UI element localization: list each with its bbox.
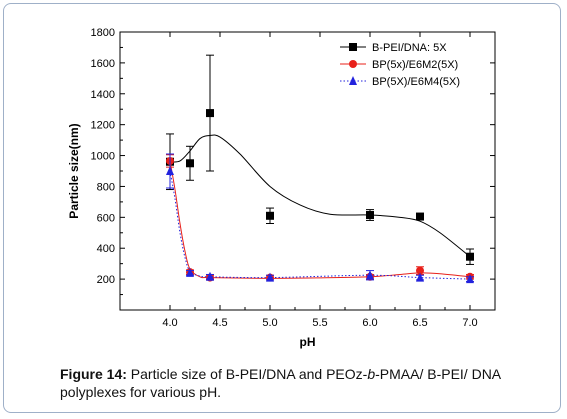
legend-marker-1 [349, 60, 357, 68]
caption-italic-b: b [367, 366, 376, 382]
series-1-point-5 [416, 266, 424, 275]
series-0-point-5 [416, 212, 424, 221]
x-tick-label-2: 5.0 [262, 317, 277, 329]
series-0-point-1 [186, 159, 194, 168]
y-tick-label-3: 800 [97, 181, 115, 193]
x-tick-label-3: 5.5 [312, 317, 327, 329]
x-tick-label-0: 4.0 [162, 317, 177, 329]
x-tick-label-6: 7.0 [462, 317, 477, 329]
series-2-point-2 [206, 271, 214, 281]
plot-layer: 200 400 600 800 1000 1200 1400 1600 1800 4.0 4.5 5.… [67, 27, 496, 349]
series-2-point-6 [466, 274, 474, 284]
x-axis-label: pH [300, 335, 316, 349]
x-tick-label-1: 4.5 [212, 317, 227, 329]
figure-frame [3, 3, 561, 413]
legend-marker-2 [349, 76, 357, 85]
caption-text-1: Particle size of B-PEI/DNA and PEOz- [126, 366, 368, 382]
y-tick-label-5: 1200 [91, 120, 115, 132]
series-0-curve [169, 134, 471, 258]
series-2-curve [169, 170, 471, 280]
series-2-point-5 [416, 272, 424, 282]
caption-text-2: -PMAA/ B-PEI/ DNA polyplexes for various… [60, 366, 501, 400]
series-0-point-2 [206, 109, 214, 118]
series-0-point-3 [266, 211, 274, 220]
series-0-point-6 [466, 252, 474, 261]
figure-caption: Figure 14: Particle size of B-PEI/DNA an… [60, 365, 530, 401]
series-2-point-3 [266, 272, 274, 282]
series-1-curve [169, 160, 471, 279]
y-tick-label-7: 1600 [91, 58, 115, 70]
x-tick-label-5: 6.5 [412, 317, 427, 329]
legend-label-1: BP(5x)/E6M2(5X) [372, 59, 458, 71]
y-tick-label-1: 400 [97, 243, 115, 255]
y-tick-label-8: 1800 [91, 27, 115, 39]
plot-frame [119, 31, 496, 311]
series-2-point-0 [166, 166, 174, 175]
y-tick-label-4: 1000 [91, 151, 115, 163]
particle-size-chart: 200 400 600 800 1000 1200 1400 1600 1800 4.0 4.5 5.… [67, 27, 496, 349]
y-tick-label-2: 600 [97, 212, 115, 224]
y-axis-label: Particle size(nm) [67, 123, 81, 218]
series-0-point-4 [366, 211, 374, 220]
y-tick-label-6: 1400 [91, 89, 115, 101]
caption-label: Figure 14: [60, 366, 127, 382]
legend-label-2: BP(5X)/E6M4(5X) [372, 76, 460, 88]
y-tick-label-0: 200 [97, 274, 115, 286]
series-2-point-1 [186, 267, 194, 277]
legend-label-0: B-PEI/DNA: 5X [372, 42, 447, 54]
series-2-point-4 [366, 270, 374, 280]
x-tick-label-4: 6.0 [362, 317, 377, 329]
legend-marker-0 [349, 43, 357, 51]
